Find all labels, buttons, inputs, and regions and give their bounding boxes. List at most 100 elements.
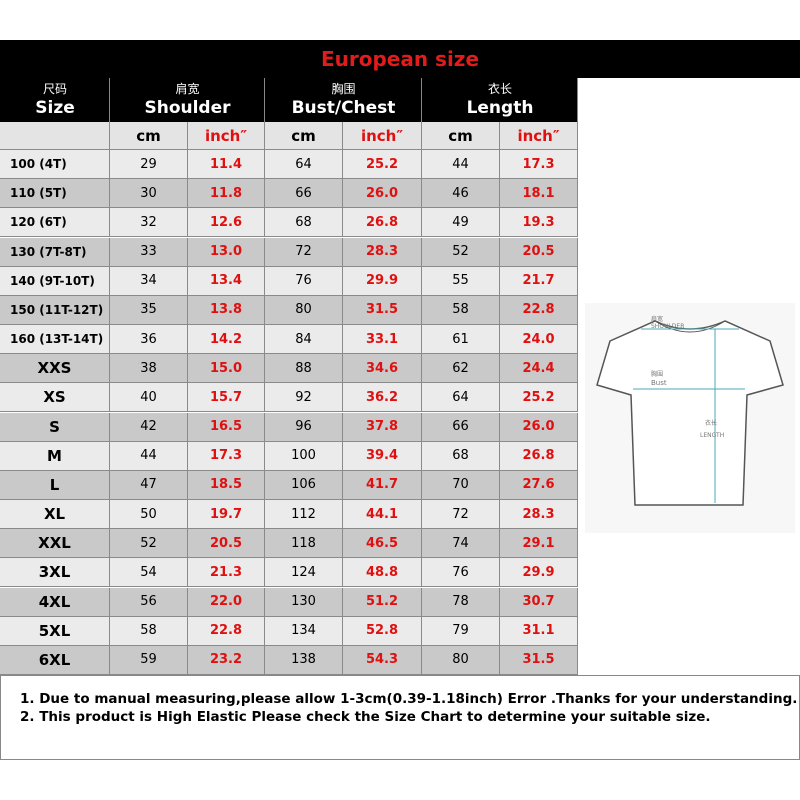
column-header-en: Length xyxy=(466,98,534,118)
column-header-en: Shoulder xyxy=(144,98,231,118)
value-cell: 25.2 xyxy=(343,150,422,180)
value-cell: 13.8 xyxy=(188,295,265,325)
size-cell: S xyxy=(0,412,110,442)
value-cell: 88 xyxy=(265,354,343,384)
size-cell: 3XL xyxy=(0,558,110,588)
value-cell: 28.3 xyxy=(343,237,422,267)
value-cell: 70 xyxy=(422,470,500,500)
value-cell: 124 xyxy=(265,558,343,588)
value-cell: 58 xyxy=(422,295,500,325)
value-cell: 26.8 xyxy=(343,208,422,238)
value-cell: 59 xyxy=(110,645,188,675)
value-cell: 134 xyxy=(265,616,343,646)
value-cell: 39.4 xyxy=(343,441,422,471)
value-cell: 55 xyxy=(422,266,500,296)
size-cell: XL xyxy=(0,500,110,530)
value-cell: 34.6 xyxy=(343,354,422,384)
size-cell: 160 (13T-14T) xyxy=(0,325,110,355)
value-cell: 26.8 xyxy=(500,441,578,471)
title: European size xyxy=(320,47,480,71)
column-header-zh: 胸围 xyxy=(331,82,356,96)
value-cell: 38 xyxy=(110,354,188,384)
collar xyxy=(654,320,726,333)
value-cell: 44 xyxy=(110,441,188,471)
value-cell: 29.9 xyxy=(500,558,578,588)
value-cell: 33 xyxy=(110,237,188,267)
size-cell: 140 (9T-10T) xyxy=(0,266,110,296)
value-cell: 22.8 xyxy=(188,616,265,646)
value-cell: 31.5 xyxy=(500,645,578,675)
shoulder-zh: 肩宽 xyxy=(651,315,663,323)
value-cell: 130 xyxy=(265,587,343,617)
value-cell: 72 xyxy=(422,500,500,530)
size-cell: L xyxy=(0,470,110,500)
value-cell: 41.7 xyxy=(343,470,422,500)
value-cell: 80 xyxy=(422,645,500,675)
value-cell: 72 xyxy=(265,237,343,267)
value-cell: 15.7 xyxy=(188,383,265,413)
value-cell: 76 xyxy=(422,558,500,588)
value-cell: 29.1 xyxy=(500,529,578,559)
unit-cell: inch″ xyxy=(188,122,265,150)
unit-cell xyxy=(0,122,110,150)
value-cell: 66 xyxy=(265,179,343,209)
value-cell: 31.5 xyxy=(343,295,422,325)
value-cell: 29 xyxy=(110,150,188,180)
value-cell: 42 xyxy=(110,412,188,442)
value-cell: 68 xyxy=(265,208,343,238)
size-cell: 150 (11T-12T) xyxy=(0,295,110,325)
value-cell: 46 xyxy=(422,179,500,209)
value-cell: 11.8 xyxy=(188,179,265,209)
column-header-zh: 肩宽 xyxy=(175,82,200,96)
value-cell: 23.2 xyxy=(188,645,265,675)
value-cell: 27.6 xyxy=(500,470,578,500)
value-cell: 25.2 xyxy=(500,383,578,413)
value-cell: 26.0 xyxy=(500,412,578,442)
unit-cell: inch″ xyxy=(343,122,422,150)
value-cell: 28.3 xyxy=(500,500,578,530)
length-label: LENGTH xyxy=(700,432,724,439)
column-header xyxy=(0,78,110,122)
size-cell: 5XL xyxy=(0,616,110,646)
value-cell: 20.5 xyxy=(500,237,578,267)
tshirt-diagram: 肩宽 SHOULDER 胸围 Bust 衣长 LENGTH xyxy=(585,303,795,533)
title-bar: European size xyxy=(0,40,800,78)
value-cell: 62 xyxy=(422,354,500,384)
size-cell: XS xyxy=(0,383,110,413)
value-cell: 14.2 xyxy=(188,325,265,355)
size-cell: 130 (7T-8T) xyxy=(0,237,110,267)
value-cell: 16.5 xyxy=(188,412,265,442)
value-cell: 52 xyxy=(422,237,500,267)
column-header-en: Size xyxy=(35,98,75,118)
value-cell: 54.3 xyxy=(343,645,422,675)
value-cell: 47 xyxy=(110,470,188,500)
size-cell: XXL xyxy=(0,529,110,559)
value-cell: 17.3 xyxy=(500,150,578,180)
value-cell: 49 xyxy=(422,208,500,238)
value-cell: 31.1 xyxy=(500,616,578,646)
value-cell: 54 xyxy=(110,558,188,588)
value-cell: 18.1 xyxy=(500,179,578,209)
value-cell: 44 xyxy=(422,150,500,180)
value-cell: 36.2 xyxy=(343,383,422,413)
value-cell: 12.6 xyxy=(188,208,265,238)
value-cell: 52.8 xyxy=(343,616,422,646)
value-cell: 13.0 xyxy=(188,237,265,267)
bust-zh: 胸围 xyxy=(651,370,663,378)
column-header xyxy=(110,78,265,122)
value-cell: 96 xyxy=(265,412,343,442)
value-cell: 37.8 xyxy=(343,412,422,442)
value-cell: 35 xyxy=(110,295,188,325)
value-cell: 18.5 xyxy=(188,470,265,500)
value-cell: 68 xyxy=(422,441,500,471)
value-cell: 48.8 xyxy=(343,558,422,588)
value-cell: 21.7 xyxy=(500,266,578,296)
value-cell: 34 xyxy=(110,266,188,296)
unit-cell: cm xyxy=(265,122,343,150)
unit-cell: inch″ xyxy=(500,122,578,150)
unit-cell: cm xyxy=(110,122,188,150)
value-cell: 21.3 xyxy=(188,558,265,588)
column-header-zh: 尺码 xyxy=(42,82,67,96)
value-cell: 32 xyxy=(110,208,188,238)
